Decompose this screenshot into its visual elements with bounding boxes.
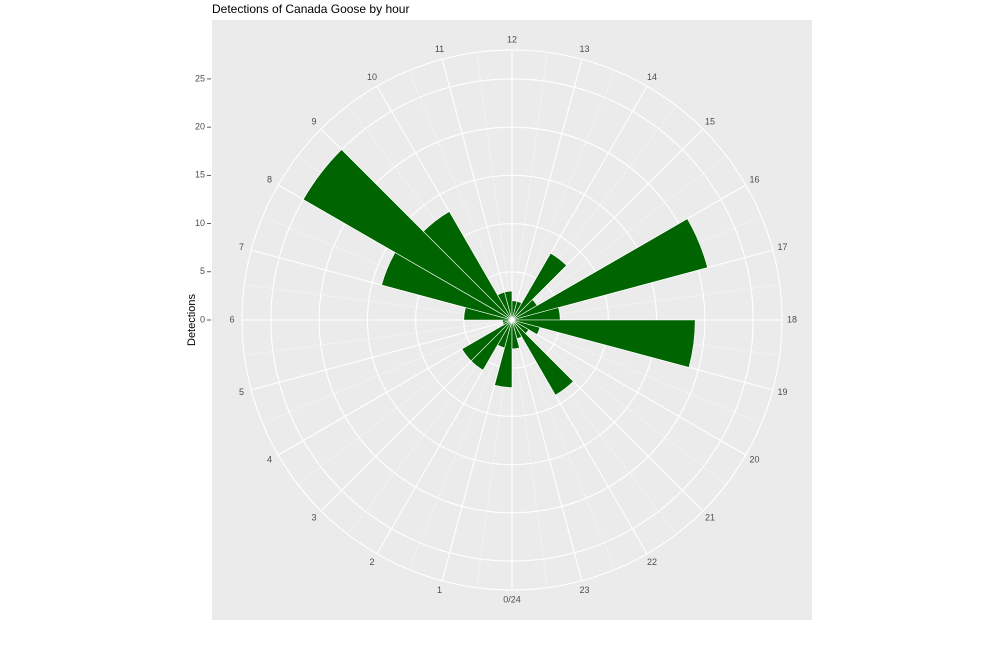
minor-spoke: [511, 52, 548, 321]
x-tick-label: 0/24: [503, 594, 521, 604]
x-tick-label: 4: [267, 454, 272, 464]
x-tick-label: 6: [229, 314, 234, 324]
y-tick-label: 20: [195, 122, 205, 132]
minor-spoke: [408, 70, 513, 321]
minor-spoke: [511, 319, 762, 424]
minor-spoke: [511, 319, 727, 485]
x-tick-label: 15: [705, 116, 715, 126]
x-tick-label: 20: [749, 454, 759, 464]
y-tick-label: 25: [195, 73, 205, 83]
x-tick-label: 2: [369, 557, 374, 567]
x-tick-label: 7: [239, 242, 244, 252]
bar: [422, 211, 513, 321]
x-tick-label: 23: [579, 585, 589, 595]
bar: [461, 319, 513, 362]
x-tick-label: 22: [647, 557, 657, 567]
grid-spoke: [511, 59, 583, 321]
bar: [504, 290, 513, 321]
bar: [511, 252, 567, 321]
grid-spoke: [511, 319, 583, 581]
minor-spoke: [511, 319, 548, 588]
x-tick-label: 14: [647, 72, 657, 82]
bar: [511, 319, 520, 350]
bar: [511, 319, 696, 368]
grid-spoke: [251, 319, 513, 391]
chart-title: Detections of Canada Goose by hour: [212, 2, 409, 16]
minor-spoke: [244, 319, 513, 356]
minor-spoke: [511, 319, 616, 570]
x-tick-label: 5: [239, 387, 244, 397]
x-tick-label: 8: [267, 174, 272, 184]
y-tick-label: 15: [195, 170, 205, 180]
x-tick-label: 3: [312, 512, 317, 522]
y-tick-label: 10: [195, 218, 205, 228]
grid-spoke: [441, 59, 513, 321]
y-tick-label: 5: [200, 266, 205, 276]
y-axis-title: Detections: [186, 294, 198, 346]
minor-spoke: [511, 70, 616, 321]
x-tick-label: 21: [705, 512, 715, 522]
x-tick-label: 10: [367, 72, 377, 82]
x-tick-label: 11: [435, 44, 444, 54]
bar: [302, 149, 513, 321]
bar: [511, 319, 574, 396]
grid-spoke: [511, 319, 747, 456]
x-tick-label: 18: [787, 314, 797, 324]
minor-spoke: [476, 52, 513, 321]
x-tick-label: 17: [777, 242, 787, 252]
x-tick-label: 13: [579, 44, 589, 54]
minor-spoke: [511, 155, 727, 321]
x-tick-label: 1: [437, 585, 442, 595]
x-tick-label: 16: [749, 174, 759, 184]
bar: [511, 218, 708, 321]
minor-spoke: [408, 319, 513, 570]
bar: [511, 319, 541, 335]
y-tick-label: 0: [200, 314, 205, 324]
x-tick-label: 12: [507, 34, 517, 44]
x-tick-label: 19: [777, 387, 787, 397]
x-tick-label: 9: [312, 116, 317, 126]
minor-spoke: [262, 319, 513, 424]
